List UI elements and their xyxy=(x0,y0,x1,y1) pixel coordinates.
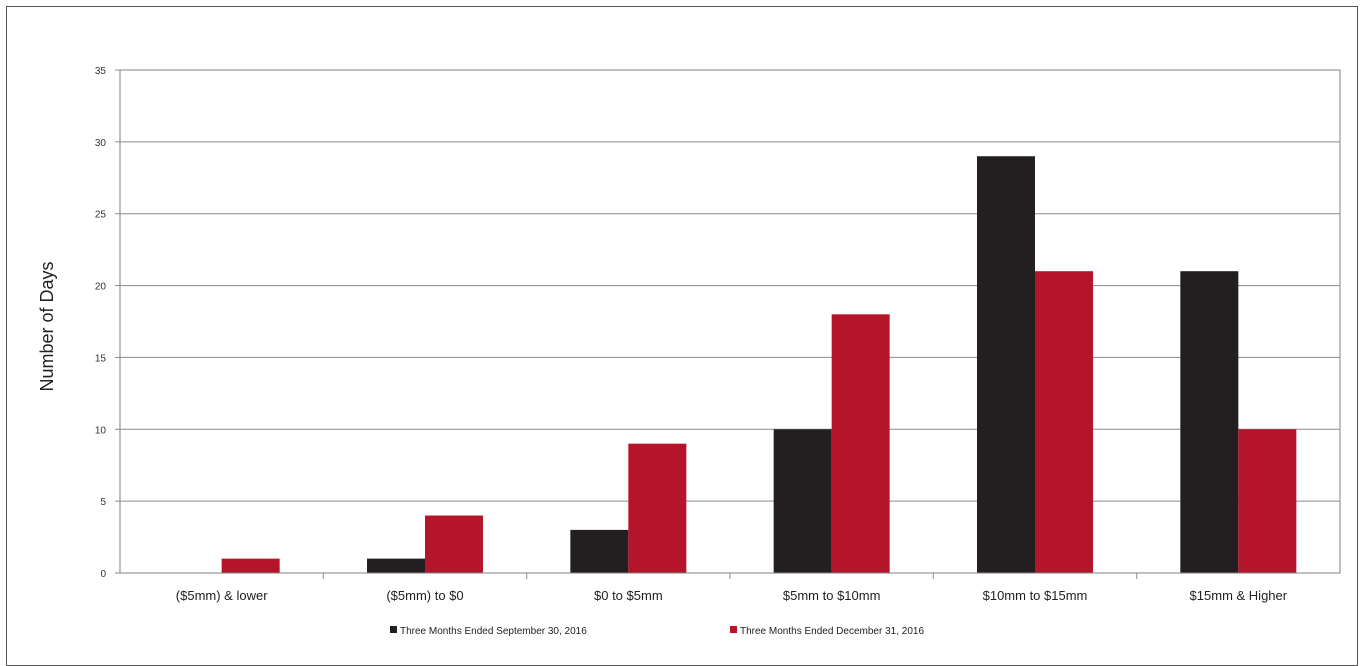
bar xyxy=(1180,271,1239,573)
bar xyxy=(773,429,832,573)
gridlines xyxy=(120,69,1340,574)
bar xyxy=(977,156,1035,573)
bar xyxy=(628,443,687,573)
y-axis-ticks: 0 5 10 15 20 25 30 35 xyxy=(95,66,120,580)
x-tick-label: ($5mm) & lower xyxy=(176,588,268,603)
legend-label: Three Months Ended December 31, 2016 xyxy=(740,626,924,637)
bar xyxy=(1238,429,1297,573)
legend-swatch xyxy=(730,626,737,633)
bar xyxy=(367,558,425,573)
plot-area-border xyxy=(119,69,1341,574)
bar xyxy=(570,529,629,573)
legend-item: Three Months Ended December 31, 2016 xyxy=(730,626,924,637)
x-axis-labels: ($5mm) & lower ($5mm) to $0 $0 to $5mm $5mm… xyxy=(176,573,1288,603)
y-tick-label: 0 xyxy=(100,569,106,580)
y-tick-label: 10 xyxy=(95,425,107,436)
bar xyxy=(1035,271,1093,573)
y-axis-title: Number of Days xyxy=(37,261,57,391)
bar xyxy=(831,314,890,573)
legend: Three Months Ended September 30, 2016 Thr… xyxy=(390,626,924,637)
y-tick-label: 20 xyxy=(95,282,107,293)
x-tick-label: $15mm & Higher xyxy=(1190,588,1288,603)
y-tick-label: 25 xyxy=(95,210,107,221)
bar xyxy=(221,558,280,573)
x-tick-label: ($5mm) to $0 xyxy=(386,588,463,603)
bars xyxy=(221,156,1297,573)
y-tick-label: 35 xyxy=(95,66,107,77)
y-tick-label: 30 xyxy=(95,138,107,149)
y-tick-label: 5 xyxy=(100,497,106,508)
x-tick-label: $10mm to $15mm xyxy=(983,588,1088,603)
x-tick-label: $0 to $5mm xyxy=(594,588,663,603)
bar xyxy=(425,515,483,573)
y-tick-label: 15 xyxy=(95,353,107,364)
bar-chart: 0 5 10 15 20 25 30 35 ($5mm) & lower ($5mm) to $… xyxy=(37,66,1341,637)
x-tick-label: $5mm to $10mm xyxy=(783,588,881,603)
legend-swatch xyxy=(390,626,397,633)
legend-label: Three Months Ended September 30, 2016 xyxy=(400,626,587,637)
legend-item: Three Months Ended September 30, 2016 xyxy=(390,626,587,637)
